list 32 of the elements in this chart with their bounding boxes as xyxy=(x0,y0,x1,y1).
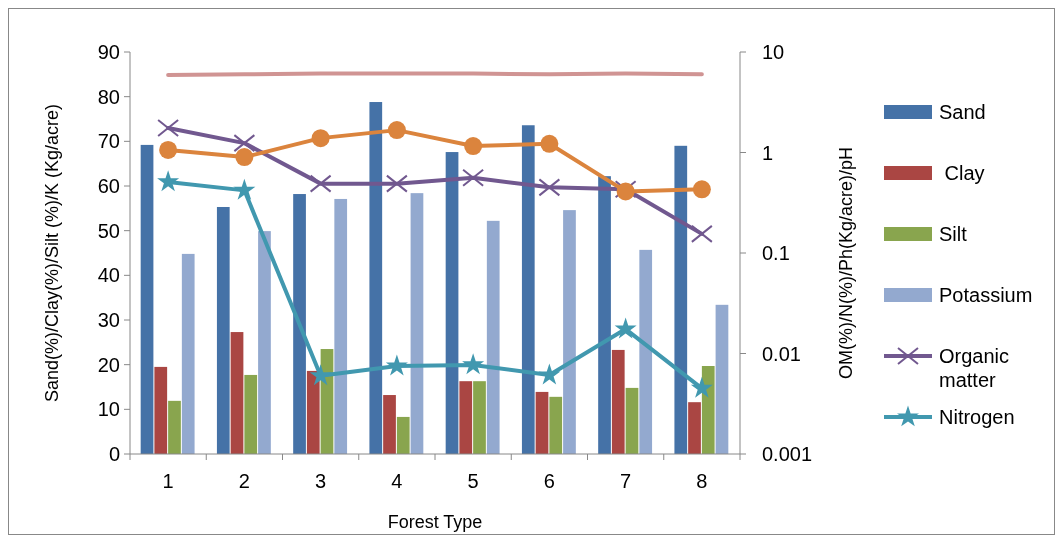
y-tick-label: 80 xyxy=(97,85,120,108)
y2-tick-label: 1 xyxy=(762,141,774,164)
x-tick-label: 1 xyxy=(162,470,174,492)
x-tick-label: 7 xyxy=(620,470,632,492)
y2-tick-label: 0.001 xyxy=(762,443,813,465)
x-tick-label: 2 xyxy=(238,470,250,492)
y-tick-label: 10 xyxy=(97,398,120,421)
x-tick-label: 4 xyxy=(391,470,403,492)
y-axis-title: Sand(%)/Clay(%)/Silt (%)/K (Kg/acre) xyxy=(42,103,62,403)
legend-label: Sand xyxy=(939,101,986,123)
y-tick-label: 50 xyxy=(97,219,120,242)
y2-axis-title: OM(%)/N(%)/Ph(Kg/acre)/pH xyxy=(836,146,856,380)
y-tick-label: 70 xyxy=(97,130,120,153)
y-tick-label: 40 xyxy=(97,264,120,287)
x-axis-title: Forest Type xyxy=(387,512,483,532)
y-tick-label: 60 xyxy=(97,175,120,197)
x-tick-label: 3 xyxy=(315,470,327,492)
legend-label: Silt xyxy=(939,223,968,245)
y-tick-label: 0 xyxy=(108,443,120,465)
y-tick-label: 30 xyxy=(97,309,120,331)
legend-label: Potassium xyxy=(939,284,1033,306)
x-tick-label: 6 xyxy=(543,470,555,492)
legend-label: Nitrogen xyxy=(939,406,1015,428)
y2-tick-label: 10 xyxy=(762,41,785,63)
y-tick-label: 90 xyxy=(97,41,120,63)
y2-tick-label: 0.1 xyxy=(762,242,790,264)
x-tick-label: 5 xyxy=(467,470,479,492)
x-tick-label: 8 xyxy=(696,470,708,492)
legend-label: Clay xyxy=(939,162,985,184)
y-tick-label: 20 xyxy=(97,353,120,376)
legend-label: Organic matter xyxy=(939,345,1010,391)
y2-tick-label: 0.01 xyxy=(762,342,801,365)
